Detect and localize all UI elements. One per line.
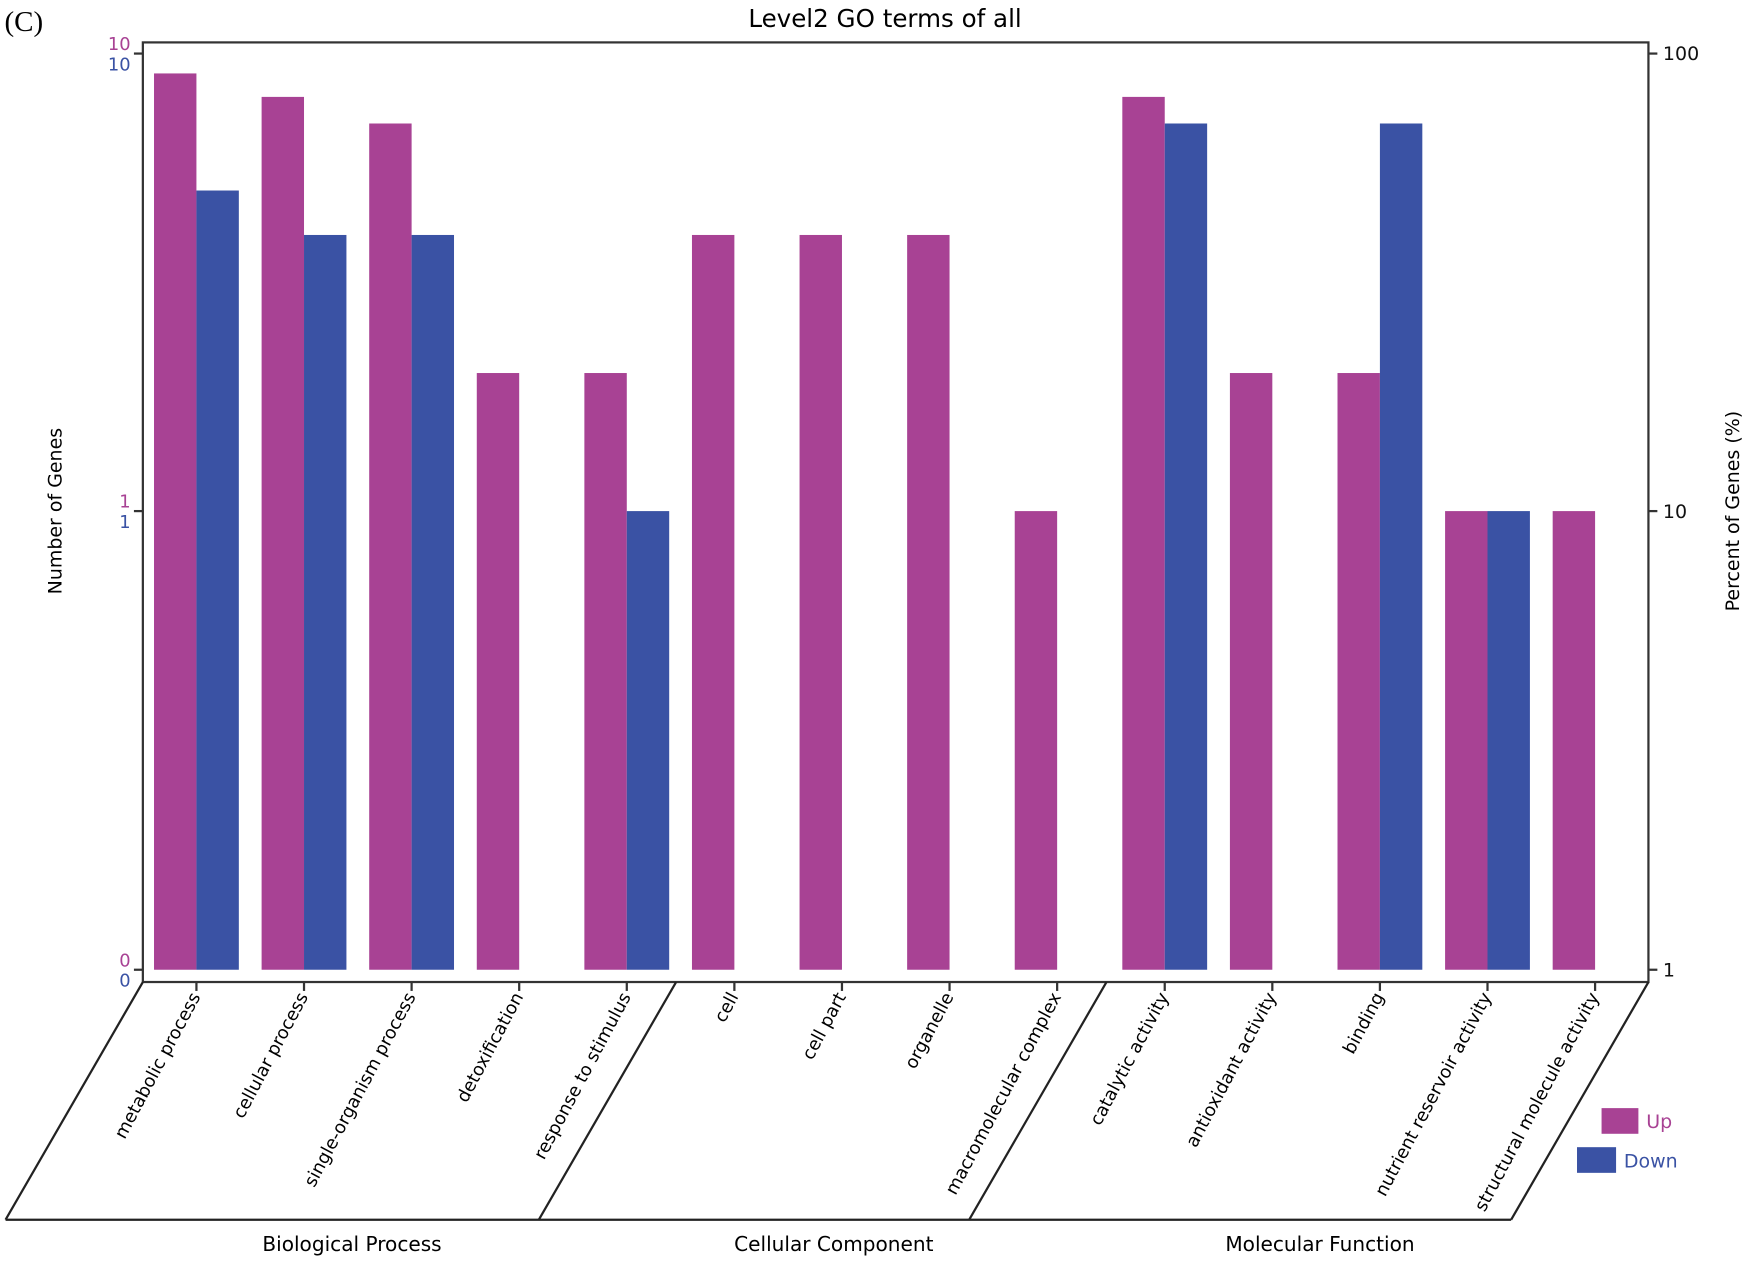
x-tick-label: response to stimulus (530, 989, 636, 1163)
bar-up (1122, 96, 1165, 970)
x-tick-label: binding (1339, 989, 1389, 1058)
group-label: Cellular Component (734, 1232, 933, 1256)
y-axis-label: Number of Genes (44, 428, 66, 594)
bar-down (1487, 511, 1530, 970)
y2-tick-label: 1 (1663, 959, 1675, 981)
floor-edge (1510, 981, 1650, 1221)
floor-edge (4, 981, 144, 1221)
x-tick-label: nutrient reservoir activity (1371, 989, 1497, 1200)
bar-down (411, 234, 455, 970)
x-tick-label: cellular process (229, 989, 313, 1122)
y-tick-label-down: 10 (108, 54, 131, 75)
y-tick-label-up: 0 (119, 950, 130, 971)
x-tick-label: cell (710, 989, 743, 1026)
x-tick-label: single-organism process (300, 989, 420, 1190)
group-label: Biological Process (262, 1232, 441, 1256)
x-tick-label: antioxidant activity (1182, 989, 1282, 1151)
bar-up (907, 234, 950, 970)
x-tick-label: structural molecule activity (1471, 989, 1605, 1215)
bar-up (1445, 511, 1488, 970)
bar-up (1014, 511, 1058, 970)
x-tick-label: macromolecular complex (941, 989, 1066, 1198)
x-tick-label: catalytic activity (1086, 989, 1174, 1129)
y-tick-label-up: 10 (108, 34, 131, 55)
y2-tick-label: 100 (1663, 43, 1699, 65)
x-tick-label: detoxification (453, 989, 529, 1106)
y-tick-label-down: 1 (119, 512, 130, 533)
bar-down (196, 190, 239, 970)
bar-up (584, 373, 627, 970)
plot-frame (141, 41, 1650, 984)
bar-down (1164, 123, 1208, 970)
legend-swatch-down (1577, 1147, 1617, 1173)
bar-down (1379, 123, 1423, 970)
bar-up (1552, 511, 1596, 970)
bar-up (691, 234, 735, 970)
y2-tick-label: 10 (1663, 501, 1687, 523)
group-divider (968, 981, 1108, 1221)
bar-down (626, 511, 670, 970)
x-tick-label: cell part (798, 989, 851, 1063)
y-tick-label-down: 0 (119, 970, 130, 991)
chart-title: Level2 GO terms of all (748, 4, 1021, 33)
bar-up (154, 73, 197, 970)
x-tick-label: organelle (901, 989, 959, 1072)
group-label: Molecular Function (1225, 1232, 1414, 1256)
legend-swatch-up (1601, 1108, 1639, 1134)
bar-up (799, 234, 842, 970)
group-divider (537, 981, 678, 1221)
bar-up (1229, 373, 1273, 970)
bar-up (1337, 373, 1380, 970)
legend-label-up: Up (1646, 1111, 1672, 1133)
panel-label: (C) (4, 6, 43, 38)
y2-axis-label: Percent of Genes (%) (1722, 411, 1744, 612)
bar-down (304, 234, 347, 970)
bar-up (476, 373, 520, 970)
bar-up (369, 123, 412, 970)
bar-up (261, 96, 305, 970)
legend: Up Down (1577, 1108, 1678, 1173)
y-tick-label-up: 1 (119, 492, 130, 513)
legend-label-down: Down (1624, 1150, 1678, 1172)
